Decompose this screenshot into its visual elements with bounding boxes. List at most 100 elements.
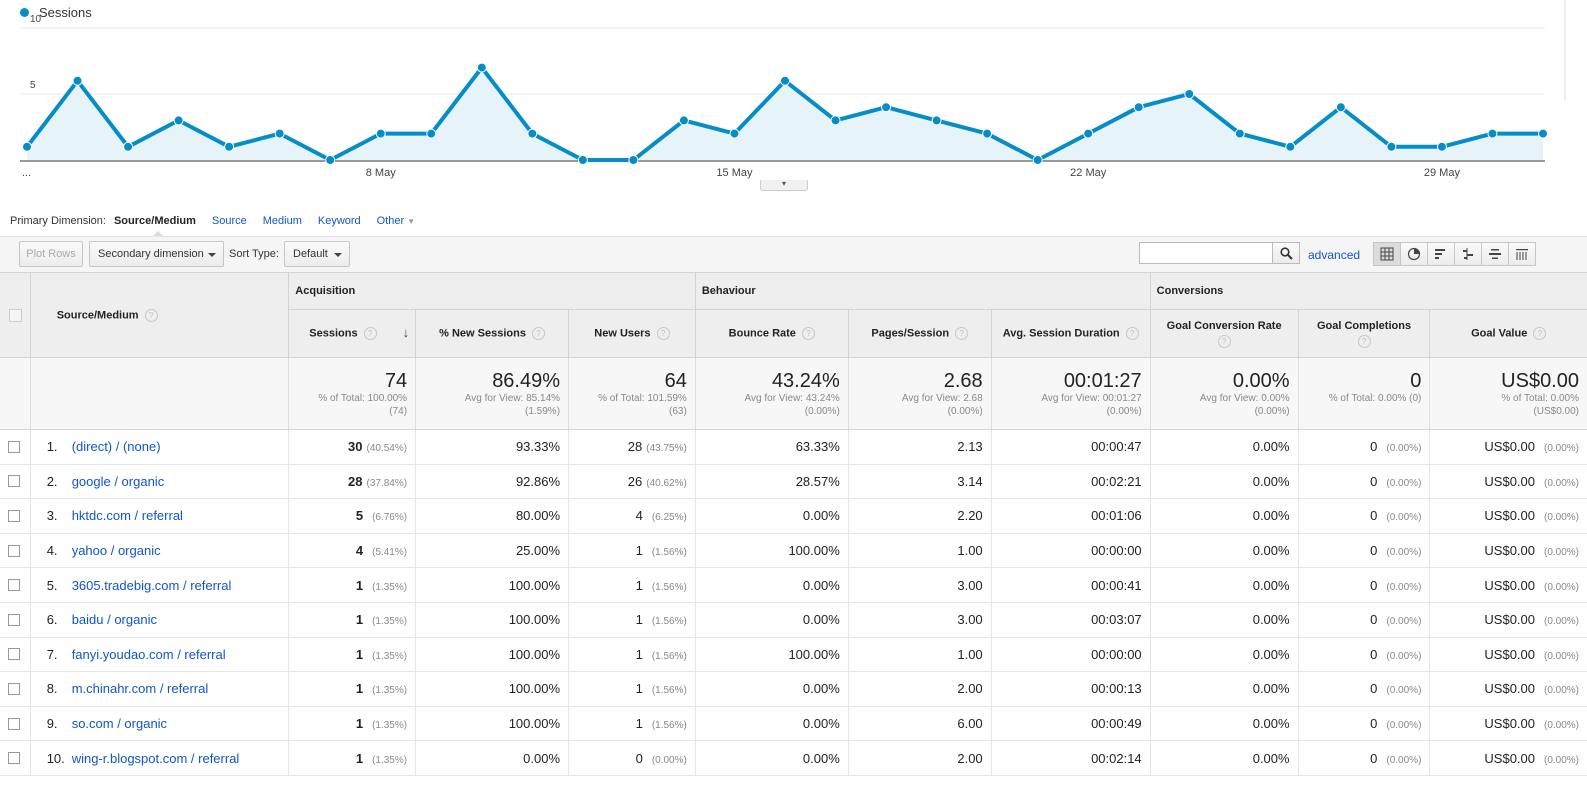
view-term-cloud-button[interactable] [1481,242,1509,266]
help-icon[interactable]: ? [144,308,158,322]
col-goal-completions-label: Goal Completions [1316,319,1412,332]
row-checkbox[interactable] [8,475,20,488]
row-checkbox[interactable] [8,682,20,695]
dimension-other-dropdown[interactable]: Other ▼ [377,215,415,227]
row-new-users: 1 (1.56%) [568,602,696,638]
data-point [325,155,336,165]
row-source-link[interactable]: wing-r.blogspot.com / referral [71,750,240,766]
row-checkbox[interactable] [8,752,20,765]
row-sessions: 30 (40.54%) [288,429,416,465]
dimension-source-medium[interactable]: Source/Medium [113,215,196,237]
col-new-sessions[interactable]: % New Sessions? [415,309,569,358]
data-point [123,141,134,152]
dimension-source[interactable]: Source [211,215,247,227]
row-source-link[interactable]: so.com / organic [71,716,168,732]
data-point [72,75,83,86]
data-point [628,155,639,165]
col-new-users[interactable]: New Users? [568,309,696,358]
search-button[interactable] [1272,242,1300,264]
table-search-input[interactable] [1139,242,1273,264]
data-point [476,62,487,73]
table-rows: 1. (direct) / (none) 30 (40.54%) 93.33% 28 (43… [0,429,1587,776]
col-goal-value[interactable]: Goal Value? [1429,309,1587,358]
row-goal-conv-rate: 0.00% [1149,671,1299,707]
row-new-users: 1 (1.56%) [568,637,696,673]
col-bounce-rate[interactable]: Bounce Rate? [694,309,849,358]
row-source-link[interactable]: 3605.tradebig.com / referral [71,577,232,593]
col-goal-completions[interactable]: Goal Completions? [1297,309,1430,358]
view-performance-button[interactable] [1427,242,1455,266]
view-pivot-button[interactable] [1508,242,1536,266]
x-tick-label: 15 May [716,167,753,179]
help-icon[interactable]: ? [656,327,670,340]
row-goal-value: US$0.00 (0.00%) [1429,567,1587,603]
row-checkbox[interactable] [8,579,20,592]
row-new-users-pct: (1.56%) [651,685,687,697]
row-pages-session: 1.00 [847,533,992,569]
sort-type-dropdown[interactable]: Default [284,241,350,267]
total-note: Avg for View: 0.00% [1199,393,1290,404]
col-pages-session[interactable]: Pages/Session? [847,309,992,358]
help-icon[interactable]: ? [1357,334,1371,348]
row-source-link[interactable]: google / organic [71,473,165,489]
sort-desc-icon: ↓ [402,325,410,340]
row-goal-conv-rate: 0.00% [1149,464,1299,500]
row-source-link[interactable]: hktdc.com / referral [71,508,183,524]
row-checkbox[interactable] [8,509,20,522]
data-point [1184,89,1195,99]
plot-rows-button[interactable]: Plot Rows [19,241,83,267]
row-checkbox-cell [0,567,31,603]
data-point [375,128,386,139]
col-avg-duration-label: Avg. Session Duration [1002,327,1120,340]
col-avg-session-duration[interactable]: Avg. Session Duration? [990,309,1151,358]
view-comparison-button[interactable] [1454,242,1482,266]
secondary-dimension-label: Secondary dimension [98,248,204,260]
chart-collapse-handle[interactable]: ▾ [760,180,808,191]
row-new-sessions: 25.00% [415,533,569,569]
dimension-other-label: Other [376,215,405,227]
dimension-medium[interactable]: Medium [262,215,302,227]
row-goal-value-pct: (0.00%) [1543,477,1579,489]
row-source-link[interactable]: (direct) / (none) [71,439,161,455]
view-table-button[interactable] [1373,242,1401,266]
row-source-link[interactable]: baidu / organic [71,612,157,628]
row-checkbox[interactable] [8,440,20,453]
row-pages-session: 2.20 [847,498,992,534]
col-source-medium[interactable]: Source/Medium? [29,272,289,358]
help-icon[interactable]: ? [363,327,377,340]
row-source-link[interactable]: m.chinahr.com / referral [71,681,209,697]
help-icon[interactable]: ? [1217,334,1231,348]
row-checkbox[interactable] [8,544,20,557]
advanced-filter-link[interactable]: advanced [1308,248,1361,262]
dimension-keyword[interactable]: Keyword [317,215,361,227]
row-checkbox[interactable] [8,613,20,626]
help-icon[interactable]: ? [801,327,815,340]
row-pages-session: 3.00 [847,567,992,603]
row-new-users-value: 1 [635,646,643,662]
help-icon[interactable]: ? [1125,327,1139,340]
row-source-link[interactable]: fanyi.youdao.com / referral [71,646,226,662]
row-new-users-value: 1 [635,612,643,628]
row-new-users: 1 (1.56%) [568,567,696,603]
secondary-dimension-dropdown[interactable]: Secondary dimension [89,241,224,267]
row-source-cell: 9. so.com / organic [29,706,289,742]
row-checkbox[interactable] [8,717,20,730]
y-tick-label: 5 [30,80,36,91]
row-source-cell: 3. hktdc.com / referral [29,498,289,534]
help-icon[interactable]: ? [955,327,969,340]
row-sessions-value: 30 [348,439,363,455]
row-checkbox[interactable] [8,648,20,661]
row-source-link[interactable]: yahoo / organic [71,543,161,559]
view-pie-button[interactable] [1400,242,1428,266]
help-icon[interactable]: ? [531,327,545,340]
help-icon[interactable]: ? [1533,327,1547,340]
col-sessions[interactable]: Sessions? ↓ [288,309,416,358]
col-goal-conversion-rate[interactable]: Goal Conversion Rate? [1149,309,1299,358]
row-bounce-rate: 100.00% [694,637,849,673]
row-goal-value-value: US$0.00 [1484,439,1535,455]
row-avg-duration: 00:02:14 [990,740,1151,776]
row-goal-value: US$0.00 (0.00%) [1429,602,1587,638]
report-table: Source/Medium? Acquisition Behaviour Con… [0,272,1587,776]
row-goal-value-pct: (0.00%) [1543,616,1579,628]
select-all-checkbox[interactable] [9,308,22,322]
